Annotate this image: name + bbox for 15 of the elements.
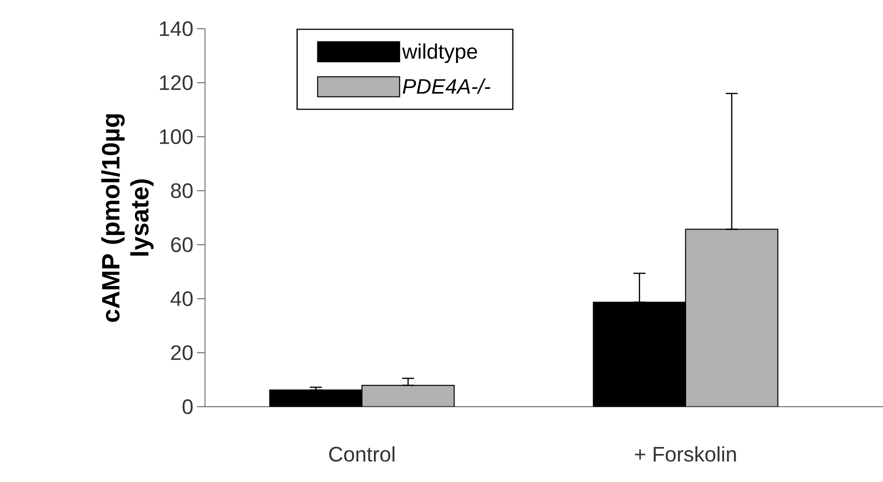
- legend-label: wildtype: [402, 43, 478, 64]
- y-tick-label: 40: [170, 291, 193, 306]
- bar: [685, 228, 778, 407]
- y-tick-label: 140: [160, 21, 193, 36]
- y-tick-label: 120: [160, 75, 193, 90]
- x-tick-label: Control: [329, 446, 394, 462]
- x-tick-label: + Forskolin: [634, 446, 736, 462]
- y-axis-title: cAMP (pmol/10µg lysate): [101, 114, 154, 322]
- y-tick-label: 0: [182, 399, 193, 414]
- legend-label: PDE4A-/-: [402, 78, 490, 94]
- y-tick-label: 20: [171, 345, 193, 360]
- y-tick-label: 100: [160, 129, 193, 144]
- y-tick-label: 80: [171, 183, 193, 198]
- bar: [361, 384, 455, 407]
- y-tick-label: 60: [171, 237, 193, 252]
